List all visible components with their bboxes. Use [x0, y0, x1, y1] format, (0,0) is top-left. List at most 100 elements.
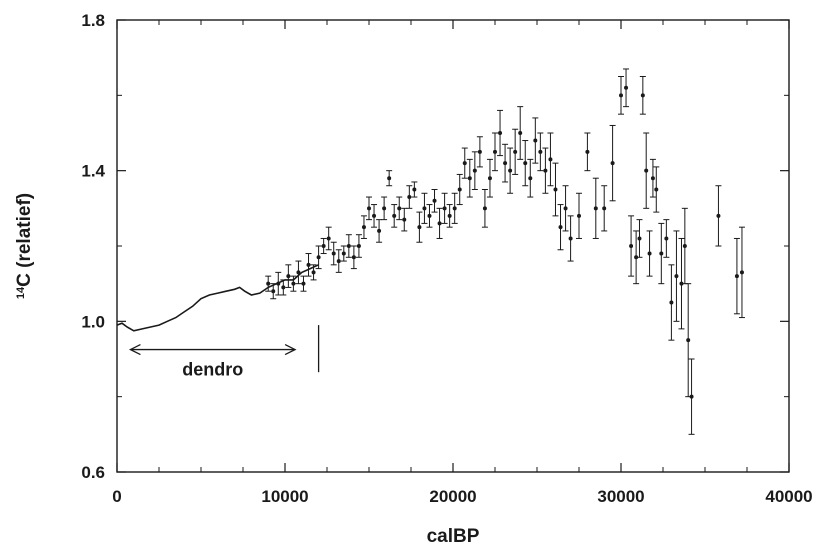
- data-point: [396, 196, 403, 221]
- point-marker: [610, 161, 615, 166]
- point-marker: [467, 176, 472, 181]
- data-point: [557, 204, 564, 251]
- data-point: [639, 76, 646, 115]
- data-point: [542, 147, 549, 194]
- point-marker: [568, 236, 573, 241]
- dendro-label: dendro: [182, 360, 243, 380]
- point-marker: [281, 285, 286, 290]
- point-marker: [356, 244, 361, 248]
- point-marker: [624, 85, 629, 90]
- data-point: [290, 275, 297, 292]
- dendro-curve-line: [116, 264, 319, 332]
- point-marker: [682, 244, 687, 248]
- point-marker: [585, 149, 590, 154]
- point-marker: [447, 213, 452, 218]
- data-point: [350, 245, 357, 270]
- data-point: [416, 211, 423, 243]
- data-point: [502, 143, 509, 183]
- data-point: [633, 230, 640, 285]
- point-marker: [346, 244, 351, 248]
- data-point: [537, 132, 544, 172]
- point-marker: [382, 206, 387, 211]
- point-marker: [664, 236, 669, 241]
- data-point: [618, 76, 624, 115]
- point-marker: [548, 157, 553, 162]
- data-point: [628, 215, 635, 277]
- point-marker: [472, 168, 477, 173]
- y-axis-label-superscript: 14: [15, 286, 27, 299]
- y-tick-label: 0.6: [81, 463, 105, 482]
- data-point: [688, 358, 695, 435]
- data-point: [715, 185, 722, 247]
- point-marker: [482, 206, 487, 211]
- data-point: [643, 132, 650, 209]
- point-marker: [311, 270, 316, 275]
- data-point: [623, 68, 630, 108]
- data-point: [522, 140, 529, 187]
- point-marker: [629, 244, 634, 248]
- data-point: [576, 192, 582, 239]
- point-marker: [266, 281, 271, 286]
- data-point: [295, 260, 302, 285]
- data-point: [678, 237, 685, 330]
- point-marker: [387, 176, 392, 181]
- data-point: [646, 230, 653, 277]
- data-point: [681, 207, 688, 285]
- point-marker: [341, 251, 346, 256]
- point-marker: [417, 225, 422, 230]
- point-marker: [321, 244, 326, 248]
- point-marker: [361, 225, 366, 230]
- point-marker: [674, 274, 679, 279]
- data-point: [265, 275, 272, 292]
- point-marker: [402, 217, 407, 222]
- point-marker: [593, 206, 598, 211]
- data-point: [451, 192, 458, 224]
- dendro-arrow-left-head: [128, 344, 141, 356]
- data-point: [567, 215, 574, 262]
- point-marker: [508, 168, 513, 173]
- x-tick-label: 30000: [597, 487, 644, 506]
- x-tick-label: 0: [112, 487, 121, 506]
- point-marker: [437, 221, 442, 226]
- point-marker: [503, 161, 508, 166]
- point-marker: [306, 262, 311, 267]
- point-marker: [577, 213, 581, 218]
- data-point: [315, 245, 322, 270]
- point-marker: [654, 187, 659, 192]
- point-marker: [457, 187, 462, 192]
- data-point: [360, 215, 367, 239]
- data-point: [355, 234, 362, 258]
- point-marker: [477, 149, 482, 154]
- point-marker: [669, 300, 674, 305]
- data-point: [330, 241, 337, 266]
- point-marker: [377, 228, 382, 233]
- point-marker: [558, 225, 563, 230]
- data-point: [406, 185, 413, 209]
- dendro-arrow-right-head: [284, 344, 297, 356]
- data-point: [649, 158, 656, 198]
- point-marker: [493, 149, 497, 154]
- data-point: [466, 158, 473, 198]
- data-point: [532, 117, 539, 164]
- point-marker: [412, 187, 417, 192]
- point-marker: [301, 281, 306, 286]
- data-point: [421, 192, 428, 224]
- x-tick-label: 20000: [429, 487, 476, 506]
- data-point: [280, 279, 287, 296]
- data-point: [381, 196, 388, 221]
- point-marker: [637, 236, 642, 241]
- point-marker: [716, 213, 721, 218]
- data-point: [547, 132, 554, 187]
- point-marker: [291, 281, 296, 286]
- data-point: [345, 234, 352, 258]
- data-point: [492, 132, 498, 172]
- point-marker: [351, 255, 356, 260]
- data-point: [391, 204, 398, 228]
- data-point: [300, 275, 307, 292]
- point-marker: [271, 289, 276, 294]
- data-point: [366, 196, 372, 221]
- point-marker: [563, 206, 568, 211]
- data-point: [371, 204, 378, 228]
- data-point: [668, 264, 675, 341]
- data-point: [481, 189, 488, 228]
